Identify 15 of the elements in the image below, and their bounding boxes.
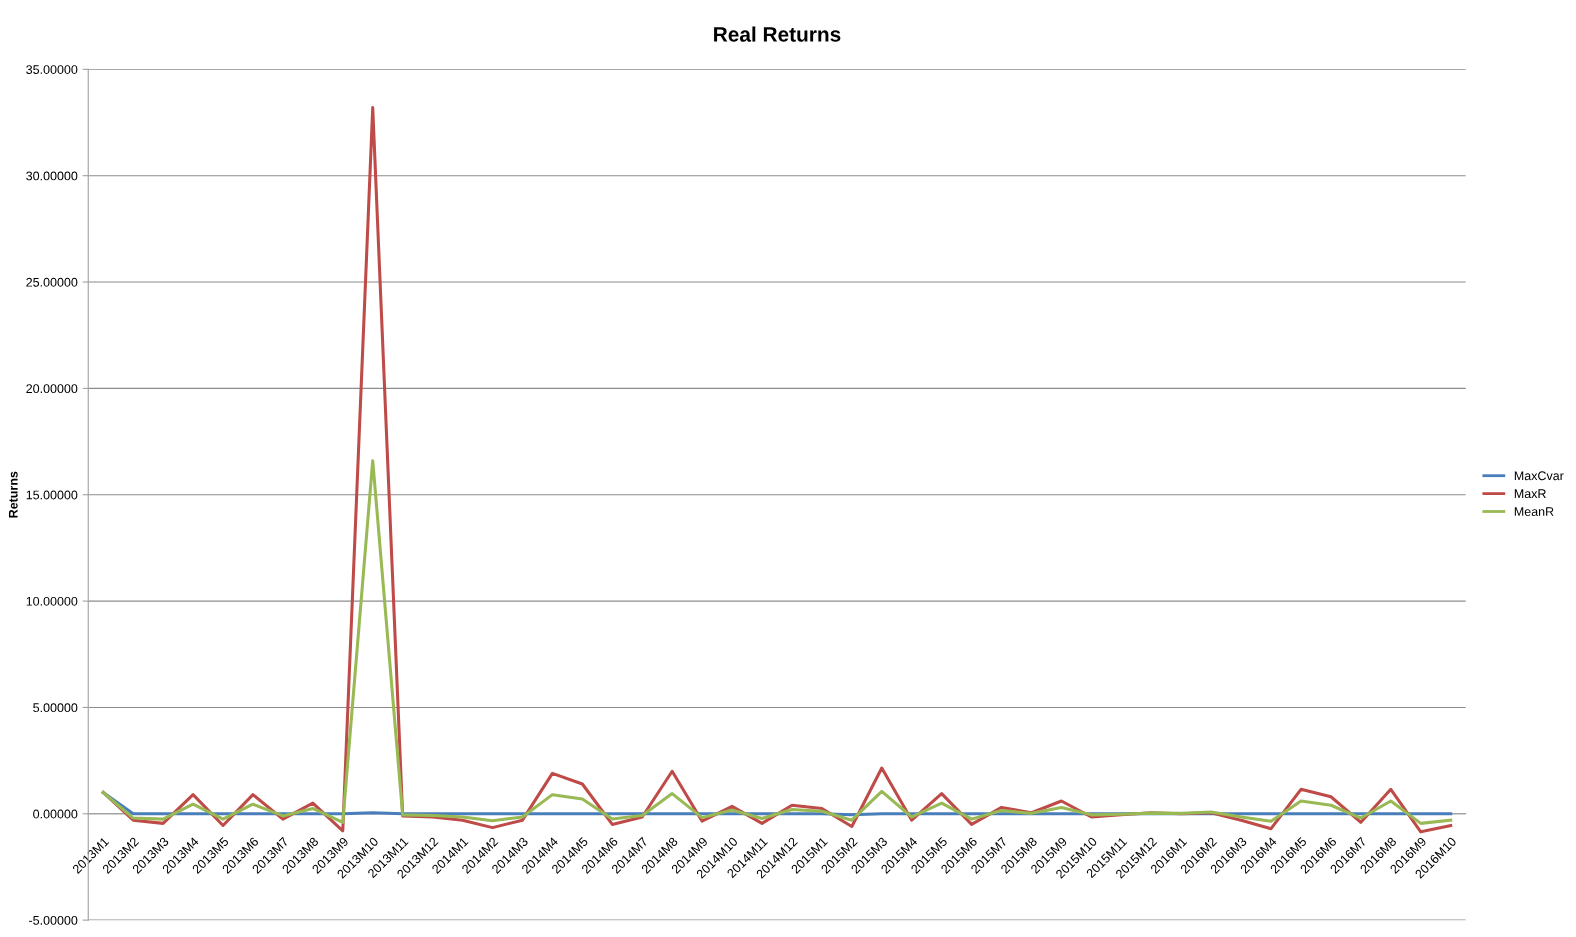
legend-label: MaxR (1514, 489, 1546, 499)
y-tick-label: 15.00000 (26, 490, 78, 500)
y-tick-label: 0.00000 (33, 809, 78, 819)
y-tick-label: 25.00000 (26, 277, 78, 287)
y-tick-label: 5.00000 (33, 703, 78, 713)
y-tick-label: 20.00000 (26, 384, 78, 394)
y-tick-label: 35.00000 (26, 65, 78, 74)
chart-title: Real Returns (714, 26, 841, 42)
legend-label: MaxCvar (1514, 471, 1564, 481)
y-axis-title: Returns (8, 471, 18, 518)
y-tick-label: 30.00000 (26, 171, 78, 181)
legend-label: MeanR (1514, 507, 1554, 516)
y-tick-label: -5.00000 (29, 915, 78, 925)
y-tick-label: 10.00000 (26, 596, 78, 606)
line-series (101, 459, 1453, 825)
